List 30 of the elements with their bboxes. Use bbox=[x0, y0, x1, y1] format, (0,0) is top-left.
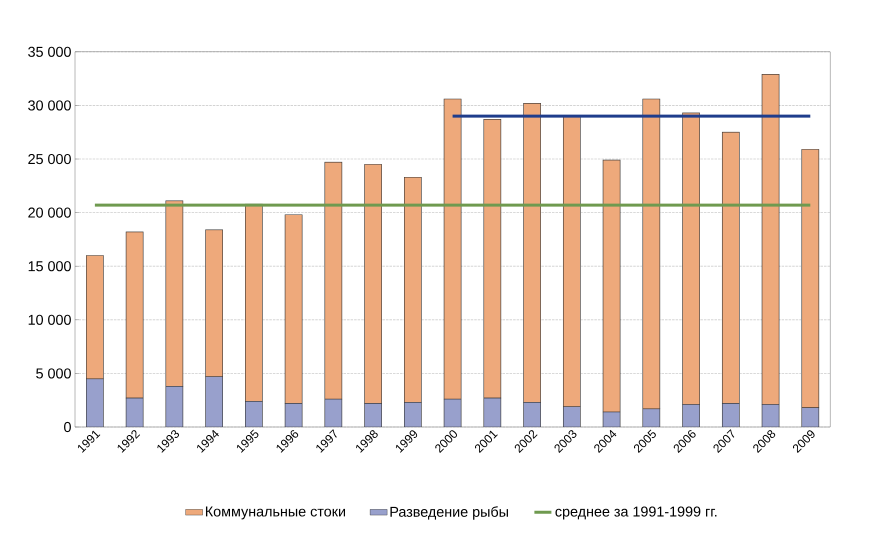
bar bbox=[284, 403, 302, 427]
bar bbox=[444, 398, 462, 427]
bar bbox=[166, 386, 184, 427]
bar bbox=[562, 406, 581, 427]
bar bbox=[364, 403, 382, 427]
y-tick-label: 20 000 bbox=[28, 208, 71, 218]
bar bbox=[245, 400, 263, 427]
bar bbox=[523, 402, 541, 427]
bar bbox=[762, 404, 780, 427]
y-tick-label: 5 000 bbox=[36, 368, 71, 378]
bar bbox=[126, 398, 144, 427]
y-tick-label: 10 000 bbox=[28, 314, 71, 325]
bar bbox=[801, 407, 820, 427]
legend-label: Разведение рыбы bbox=[390, 506, 508, 520]
y-tick-label: 25 000 bbox=[28, 154, 71, 164]
bar bbox=[205, 376, 223, 427]
bar bbox=[602, 412, 620, 427]
y-tick-label: 15 000 bbox=[28, 261, 71, 272]
bar bbox=[483, 398, 502, 427]
bar bbox=[642, 408, 660, 427]
legend-label: среднее за 1991-1999 гг. bbox=[555, 506, 716, 520]
y-tick-label: 35 000 bbox=[28, 46, 71, 57]
bar bbox=[722, 403, 740, 427]
y-tick-label: 30 000 bbox=[28, 100, 71, 111]
legend-label: Коммунальные стоки bbox=[206, 506, 346, 520]
bar bbox=[86, 378, 104, 427]
bar bbox=[324, 398, 342, 427]
bar bbox=[682, 404, 700, 427]
bar bbox=[404, 402, 422, 427]
y-tick-label: 0 bbox=[64, 422, 71, 432]
